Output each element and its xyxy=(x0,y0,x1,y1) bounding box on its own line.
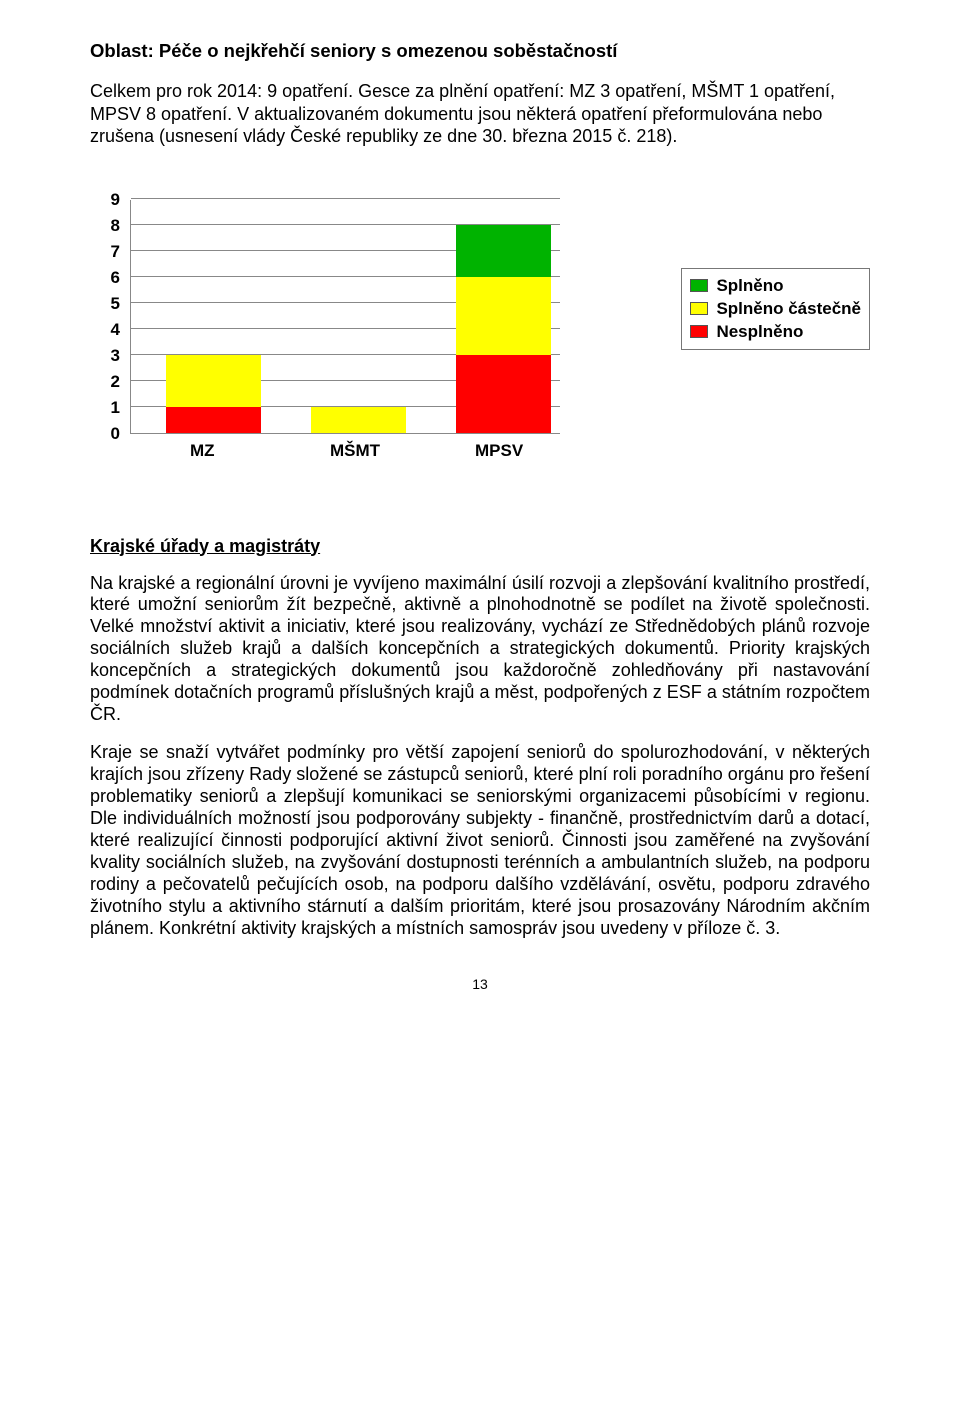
legend-swatch xyxy=(690,279,708,292)
y-tick-label: 7 xyxy=(111,242,120,262)
x-tick-label: MZ xyxy=(190,441,215,461)
bar-segment xyxy=(166,355,261,407)
legend-item: Nesplněno xyxy=(690,322,861,342)
y-tick-label: 9 xyxy=(111,190,120,210)
y-tick-label: 3 xyxy=(111,346,120,366)
gridline xyxy=(131,198,560,199)
paragraph-1: Na krajské a regionální úrovni je vyvíje… xyxy=(90,573,870,727)
page-title: Oblast: Péče o nejkřehčí seniory s omeze… xyxy=(90,40,870,62)
legend-swatch xyxy=(690,325,708,338)
bar-segment xyxy=(166,407,261,433)
legend-item: Splněno částečně xyxy=(690,299,861,319)
chart-plot xyxy=(130,200,560,434)
legend-item: Splněno xyxy=(690,276,861,296)
section-heading: Krajské úřady a magistráty xyxy=(90,536,870,557)
bar-segment xyxy=(456,225,551,277)
legend-label: Splněno částečně xyxy=(716,299,861,319)
legend-label: Splněno xyxy=(716,276,783,296)
y-tick-label: 6 xyxy=(111,268,120,288)
x-tick-label: MŠMT xyxy=(330,441,380,461)
page-number: 13 xyxy=(90,976,870,992)
y-tick-label: 0 xyxy=(111,424,120,444)
bar-segment xyxy=(311,407,406,433)
legend-label: Nesplněno xyxy=(716,322,803,342)
legend-swatch xyxy=(690,302,708,315)
status-chart: 0123456789 MZMŠMTMPSV SplněnoSplněno čás… xyxy=(90,196,870,476)
y-tick-label: 1 xyxy=(111,398,120,418)
x-tick-label: MPSV xyxy=(475,441,523,461)
y-tick-label: 8 xyxy=(111,216,120,236)
bar-segment xyxy=(456,277,551,355)
y-tick-label: 4 xyxy=(111,320,120,340)
y-tick-label: 2 xyxy=(111,372,120,392)
chart-legend: Splněno Splněno částečně Nesplněno xyxy=(681,268,870,350)
y-tick-label: 5 xyxy=(111,294,120,314)
bar-segment xyxy=(456,355,551,433)
intro-paragraph: Celkem pro rok 2014: 9 opatření. Gesce z… xyxy=(90,80,870,148)
chart-y-axis: 0123456789 xyxy=(90,196,130,436)
paragraph-2: Kraje se snaží vytvářet podmínky pro vět… xyxy=(90,742,870,940)
